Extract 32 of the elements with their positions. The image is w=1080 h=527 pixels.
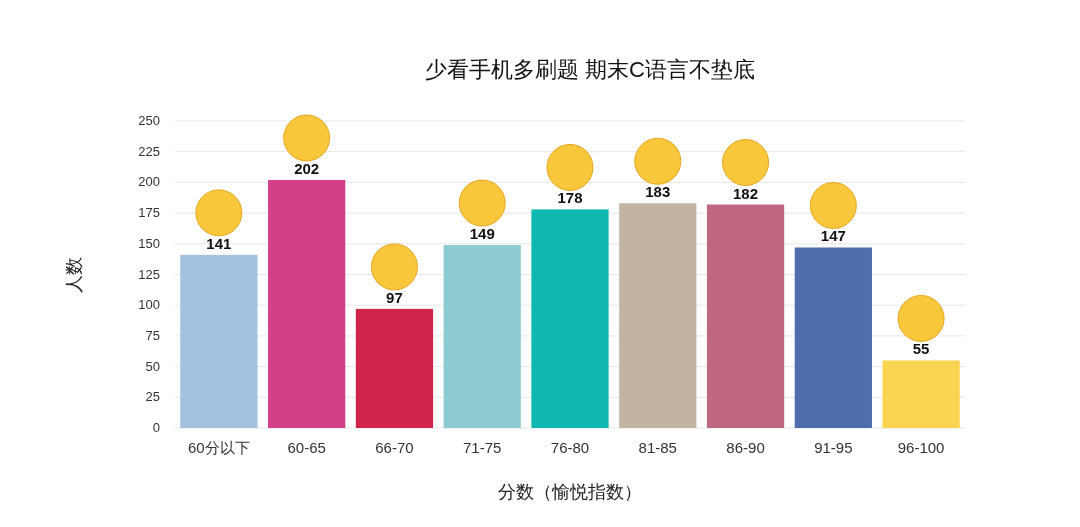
y-tick-label: 25 xyxy=(145,389,160,405)
data-label: 141 xyxy=(206,234,232,252)
x-tick-label: 60-65 xyxy=(287,439,326,456)
y-tick-label: 125 xyxy=(138,266,160,282)
y-tick-label: 200 xyxy=(138,174,160,190)
data-label: 182 xyxy=(733,184,759,202)
data-label: 97 xyxy=(386,288,403,306)
x-tick-label: 91-95 xyxy=(814,439,853,456)
x-tick-label: 60分以下 xyxy=(188,439,250,456)
data-label: 183 xyxy=(645,183,671,201)
y-tick-label: 225 xyxy=(138,143,160,159)
y-tick-label: 100 xyxy=(138,297,160,313)
data-label: 147 xyxy=(820,227,846,245)
x-tick-label: 86-90 xyxy=(726,439,765,456)
y-tick-label: 0 xyxy=(152,420,160,435)
data-label: 149 xyxy=(469,225,495,243)
x-tick-label: 71-75 xyxy=(463,439,502,456)
x-tick-label: 66-70 xyxy=(375,439,414,456)
data-label: 55 xyxy=(912,340,930,358)
x-axis-title: 分数（愉悦指数） xyxy=(498,482,642,502)
y-tick-label: 75 xyxy=(145,327,160,343)
data-label: 202 xyxy=(294,159,320,177)
y-tick-label: 150 xyxy=(138,235,160,251)
data-label: 178 xyxy=(557,189,583,207)
chart-title: 少看手机多刷题 期末C语言不垫底 xyxy=(425,57,755,82)
x-tick-label: 81-85 xyxy=(638,439,677,456)
y-axis-title: 人数 xyxy=(64,256,84,293)
x-tick-label: 96-100 xyxy=(897,439,945,456)
x-tick-label: 76-80 xyxy=(550,439,590,456)
y-tick-label: 175 xyxy=(138,205,160,221)
y-tick-label: 50 xyxy=(145,358,160,374)
y-tick-label: 250 xyxy=(138,113,160,128)
